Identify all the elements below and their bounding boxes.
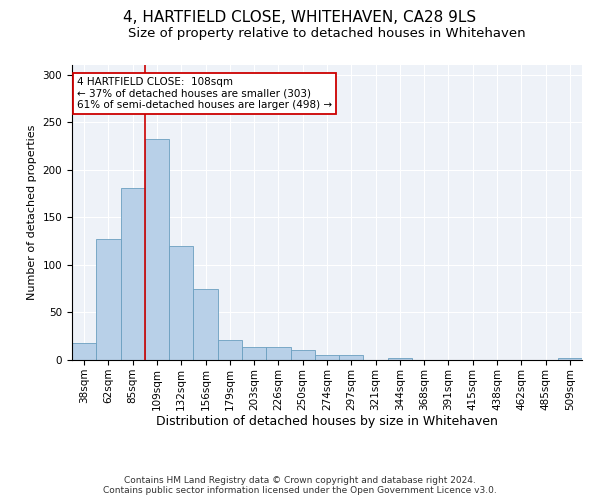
Title: Size of property relative to detached houses in Whitehaven: Size of property relative to detached ho… [128,27,526,40]
X-axis label: Distribution of detached houses by size in Whitehaven: Distribution of detached houses by size … [156,416,498,428]
Bar [290,350,315,360]
Bar [242,346,266,360]
Text: Contains HM Land Registry data © Crown copyright and database right 2024.
Contai: Contains HM Land Registry data © Crown c… [103,476,497,495]
Bar [218,340,242,360]
Text: 4 HARTFIELD CLOSE:  108sqm
← 37% of detached houses are smaller (303)
61% of sem: 4 HARTFIELD CLOSE: 108sqm ← 37% of detac… [77,77,332,110]
Bar [266,346,290,360]
Bar [339,355,364,360]
Bar [558,358,582,360]
Bar [388,358,412,360]
Bar [193,288,218,360]
Bar [72,343,96,360]
Text: 4, HARTFIELD CLOSE, WHITEHAVEN, CA28 9LS: 4, HARTFIELD CLOSE, WHITEHAVEN, CA28 9LS [124,10,476,25]
Y-axis label: Number of detached properties: Number of detached properties [27,125,37,300]
Bar [96,239,121,360]
Bar [121,188,145,360]
Bar [315,355,339,360]
Bar [145,139,169,360]
Bar [169,246,193,360]
